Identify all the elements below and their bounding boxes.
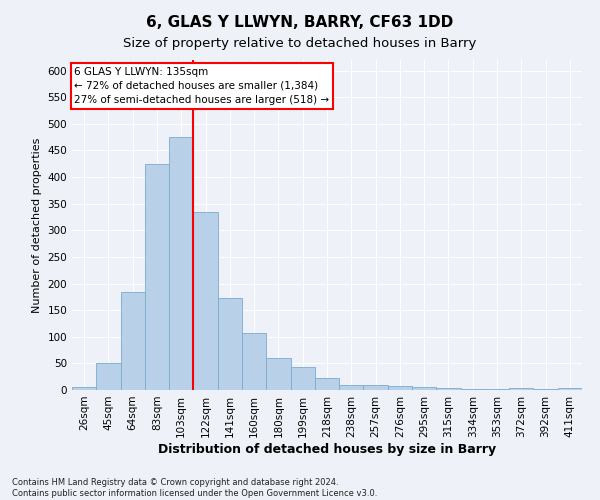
Bar	[242, 332, 266, 390]
Bar	[193, 212, 218, 390]
Bar	[364, 384, 388, 390]
Text: Size of property relative to detached houses in Barry: Size of property relative to detached ho…	[124, 38, 476, 51]
Bar	[315, 378, 339, 390]
Bar	[72, 388, 96, 390]
Bar	[412, 388, 436, 390]
X-axis label: Distribution of detached houses by size in Barry: Distribution of detached houses by size …	[158, 442, 496, 456]
Text: 6 GLAS Y LLWYN: 135sqm
← 72% of detached houses are smaller (1,384)
27% of semi-: 6 GLAS Y LLWYN: 135sqm ← 72% of detached…	[74, 67, 329, 105]
Bar	[339, 384, 364, 390]
Bar	[509, 388, 533, 390]
Y-axis label: Number of detached properties: Number of detached properties	[32, 138, 42, 312]
Bar	[145, 164, 169, 390]
Bar	[96, 364, 121, 390]
Text: 6, GLAS Y LLWYN, BARRY, CF63 1DD: 6, GLAS Y LLWYN, BARRY, CF63 1DD	[146, 15, 454, 30]
Text: Contains HM Land Registry data © Crown copyright and database right 2024.
Contai: Contains HM Land Registry data © Crown c…	[12, 478, 377, 498]
Bar	[121, 292, 145, 390]
Bar	[436, 388, 461, 390]
Bar	[169, 137, 193, 390]
Bar	[461, 389, 485, 390]
Bar	[266, 358, 290, 390]
Bar	[290, 367, 315, 390]
Bar	[388, 386, 412, 390]
Bar	[218, 298, 242, 390]
Bar	[558, 388, 582, 390]
